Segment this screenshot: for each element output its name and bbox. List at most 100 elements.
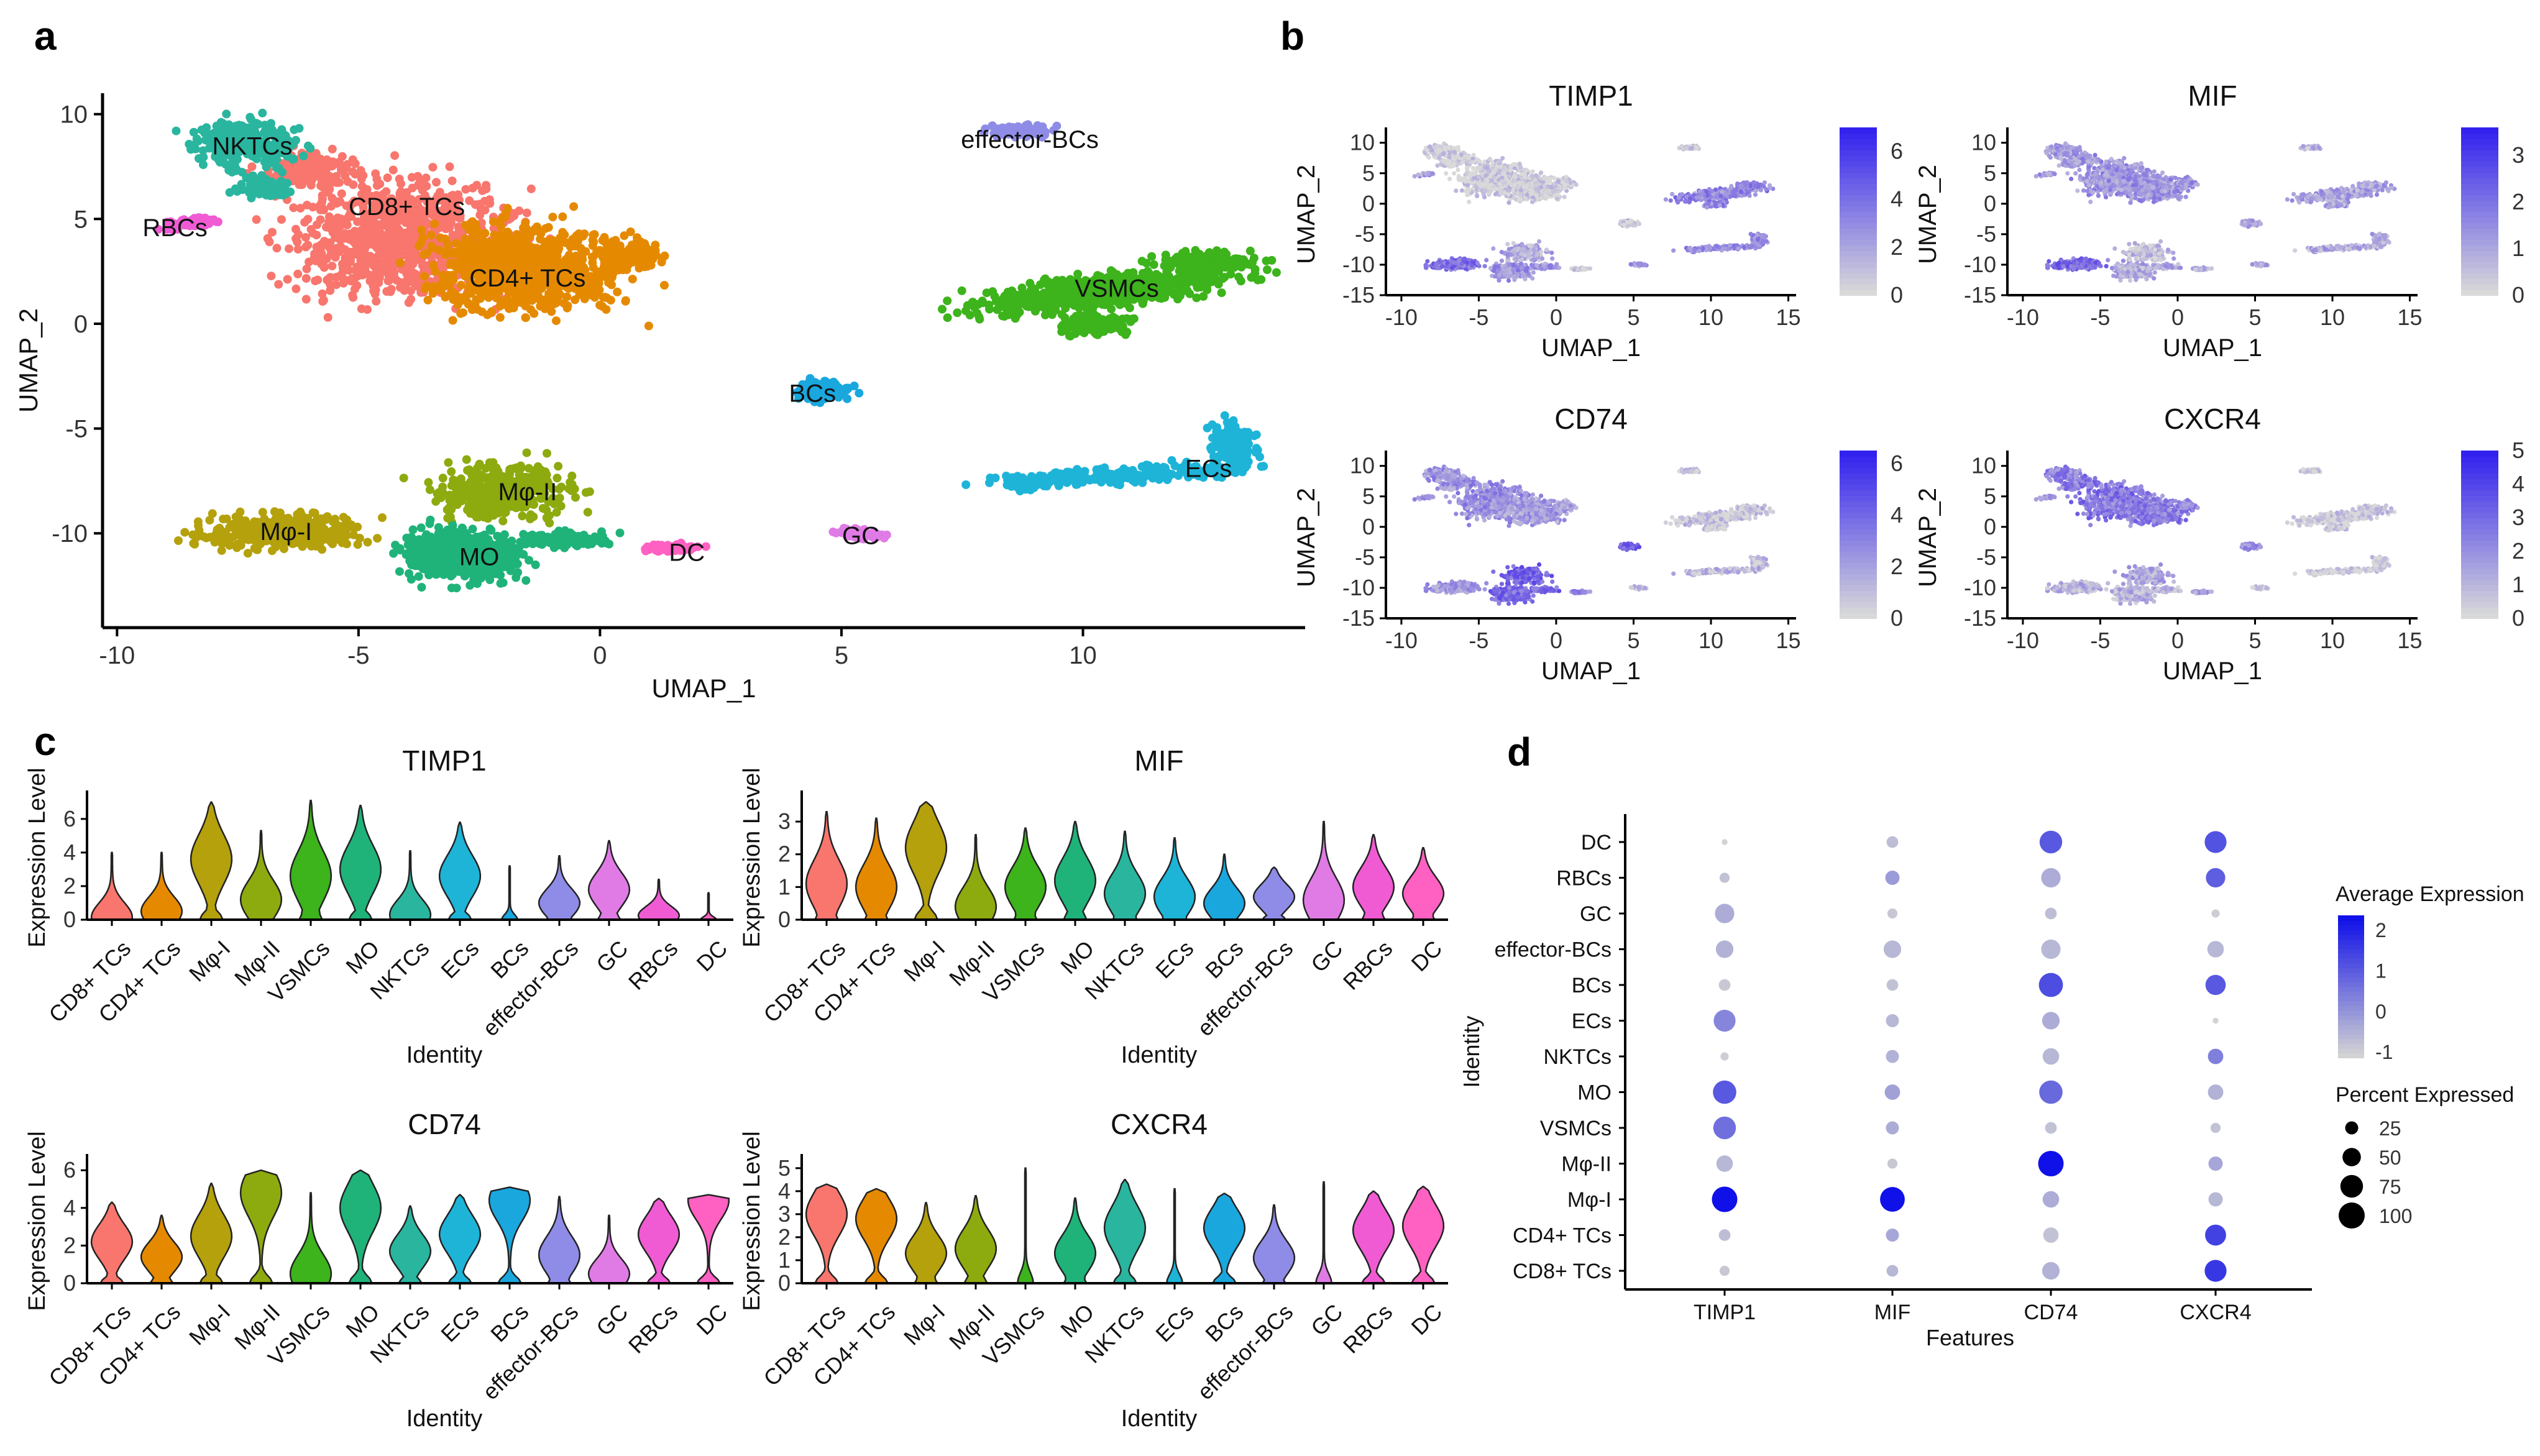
umap-point [375, 222, 385, 232]
umap-point [194, 137, 203, 146]
umap-point [274, 163, 283, 173]
umap-point [611, 236, 620, 245]
umap-point [293, 245, 303, 254]
umap-point [1199, 292, 1208, 301]
umap-point [412, 282, 421, 291]
umap-point [349, 237, 358, 247]
umap-point [222, 109, 231, 119]
umap-point [1224, 442, 1234, 451]
umap-point [447, 287, 456, 296]
umap-point [346, 255, 355, 265]
umap-point [462, 455, 471, 464]
umap-point [301, 274, 311, 283]
umap-point [348, 167, 357, 176]
umap-point [319, 296, 328, 305]
umap-point [195, 526, 204, 535]
umap-point [488, 217, 498, 226]
umap-point [172, 126, 181, 135]
umap-point [260, 121, 270, 130]
umap-point [313, 275, 323, 285]
umap-point [267, 272, 276, 281]
umap-point [329, 177, 339, 186]
umap-point [539, 301, 549, 310]
umap-point [387, 285, 396, 294]
umap-point [406, 286, 415, 296]
umap-point [390, 151, 400, 160]
umap-point [423, 295, 433, 304]
umap-point [938, 304, 947, 314]
umap-point [613, 287, 622, 296]
umap-point [526, 510, 535, 520]
umap-point [266, 191, 275, 200]
umap-point [399, 474, 408, 483]
umap-point [339, 513, 348, 522]
umap-point [1263, 265, 1272, 274]
umap-point [997, 302, 1007, 311]
umap-point [328, 262, 337, 271]
umap-point [558, 212, 567, 221]
umap-point [968, 298, 978, 307]
umap-point [332, 197, 342, 206]
umap-point [430, 219, 439, 229]
umap-point [1193, 283, 1202, 292]
umap-point [407, 173, 416, 182]
umap-point [489, 511, 498, 520]
umap-point [262, 162, 271, 172]
umap-point [291, 224, 300, 234]
umap-point [957, 286, 966, 295]
umap-point [448, 316, 457, 325]
umap-point [199, 160, 208, 170]
umap-point [1224, 423, 1233, 432]
umap-point [420, 272, 429, 281]
umap-point [347, 274, 357, 283]
umap-point [602, 249, 612, 258]
umap-point [308, 229, 318, 238]
umap-point [985, 304, 994, 314]
umap-point [534, 469, 544, 478]
umap-point [1172, 288, 1181, 298]
umap-point [622, 265, 631, 275]
umap-point [583, 508, 592, 517]
umap-point [1259, 462, 1268, 471]
umap-point [299, 152, 308, 160]
umap-point [293, 237, 302, 247]
umap-point [371, 257, 380, 267]
umap-point [1094, 328, 1103, 337]
umap-point [457, 497, 466, 506]
umap-point [441, 234, 450, 244]
umap-point [943, 296, 952, 306]
umap-point [1106, 324, 1116, 334]
umap-point [1200, 267, 1209, 277]
umap-point [234, 121, 244, 130]
umap-point [572, 233, 581, 242]
umap-point [395, 175, 404, 183]
umap-point [559, 231, 568, 240]
umap-point [274, 280, 283, 289]
umap-point [295, 124, 304, 133]
umap-point [312, 242, 321, 252]
umap-point [409, 231, 418, 240]
umap-point [439, 222, 449, 232]
umap-point [265, 237, 274, 247]
umap-point [318, 191, 327, 200]
umap-point [557, 482, 566, 492]
umap-point [548, 213, 557, 222]
umap-point [420, 264, 429, 273]
umap-point [943, 313, 952, 323]
umap-point [424, 478, 433, 487]
umap-point [953, 308, 962, 318]
umap-point [512, 298, 521, 308]
umap-point [1234, 272, 1244, 282]
umap-point [1011, 314, 1020, 323]
umap-point [1039, 475, 1048, 485]
umap-point [293, 269, 303, 278]
umap-point [503, 204, 512, 213]
umap-point [1147, 252, 1157, 261]
umap-point [1167, 456, 1176, 465]
umap-point [296, 204, 305, 213]
umap-point [318, 158, 327, 167]
umap-point [518, 511, 527, 521]
umap-point [1096, 464, 1106, 474]
umap-point [419, 183, 428, 192]
